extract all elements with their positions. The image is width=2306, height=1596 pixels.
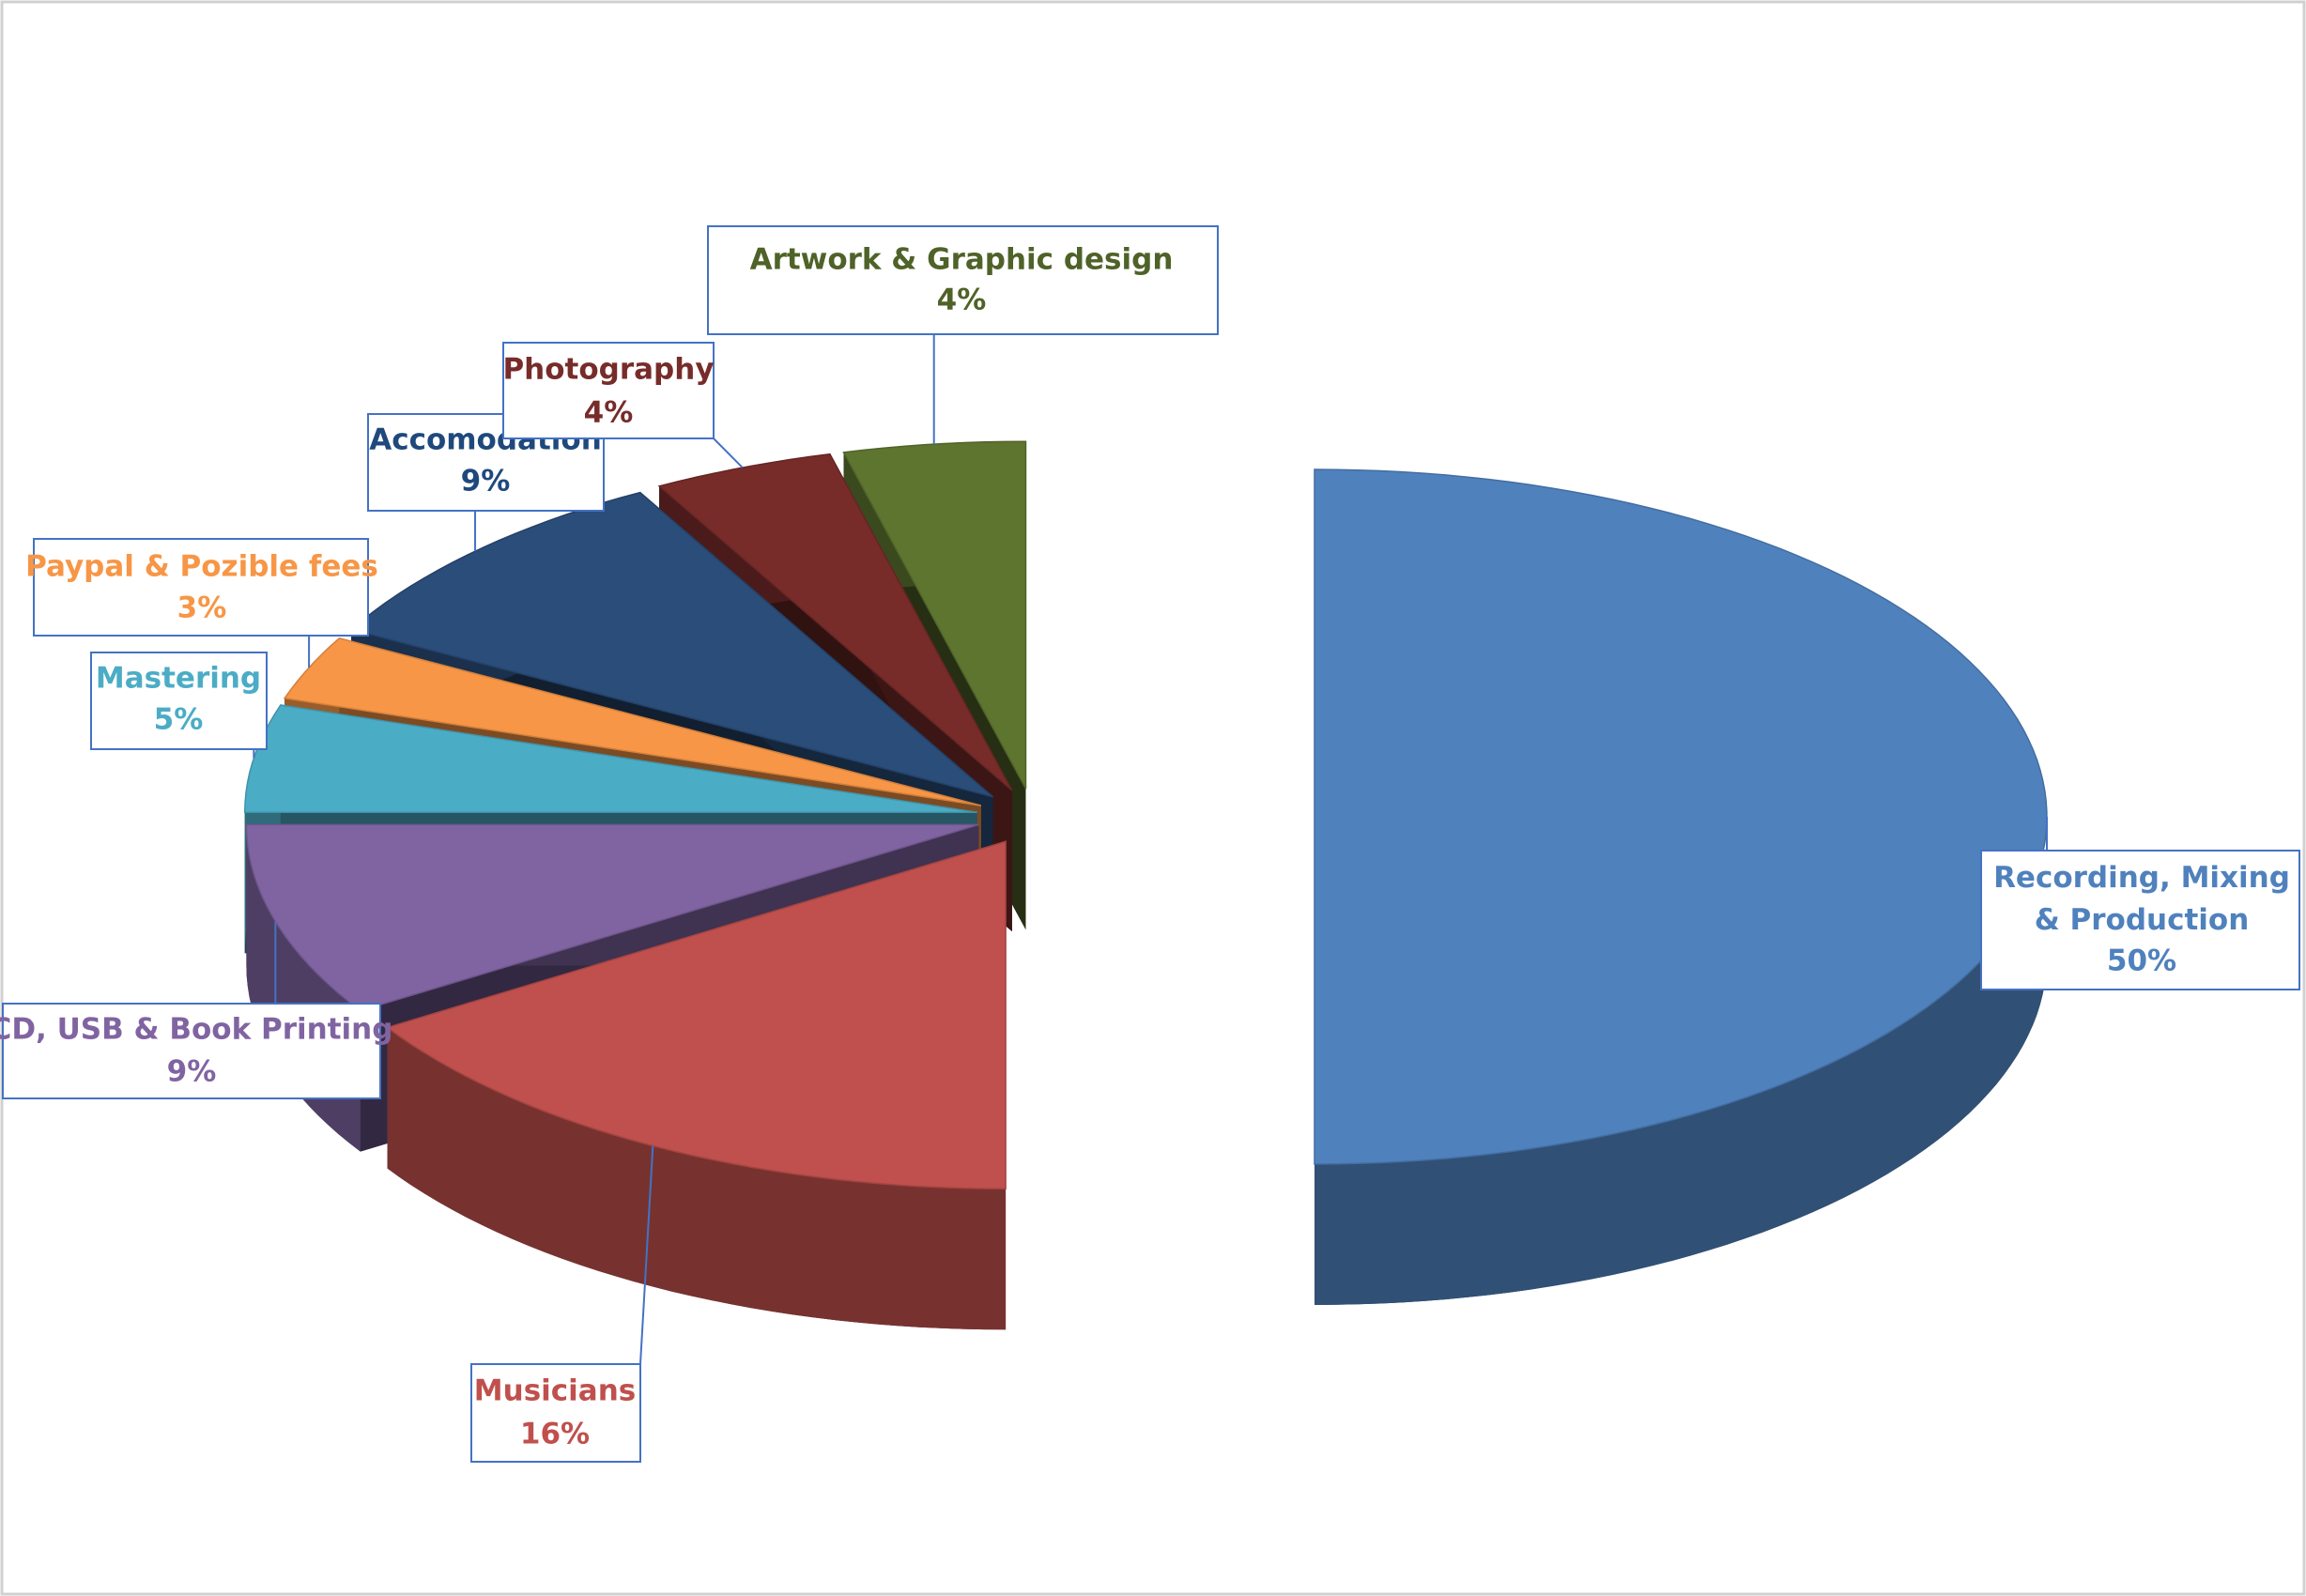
label-box (33, 538, 369, 637)
category-label: Mastering (96, 662, 261, 696)
slice (283, 637, 982, 806)
category-label: Recording, Mixing & Production (1993, 861, 2290, 937)
value-label: 5% (154, 703, 204, 737)
pie (243, 440, 2048, 1330)
label-box (502, 342, 715, 439)
value-label: 16% (520, 1418, 590, 1451)
leader-line (713, 437, 744, 468)
labels: Recording, Mixing & Production 50% Musician… (0, 225, 2300, 1463)
slice-side (387, 1027, 1007, 1330)
category-label: Musicians (474, 1374, 636, 1408)
category-line: & Production (2035, 903, 2250, 937)
value-label: 4% (584, 396, 634, 430)
value-label: 9% (167, 1055, 217, 1089)
value-label: 3% (177, 591, 227, 625)
leader-line (639, 1145, 654, 1365)
slice (243, 704, 977, 814)
label-box (1980, 850, 2300, 990)
label-box (707, 225, 1219, 335)
slice (657, 453, 1013, 791)
label-box (470, 1363, 641, 1463)
value-label: 4% (937, 284, 987, 317)
label-box (2, 1003, 381, 1099)
category-line: Recording, Mixing (1993, 861, 2290, 895)
label-box (90, 652, 268, 750)
label-box (367, 413, 605, 512)
category-label: CD, USB & Book Printing (0, 1013, 392, 1047)
category-label: Photography (502, 353, 714, 387)
category-label: Paypal & Pozible fees (25, 550, 378, 584)
slice (385, 840, 1007, 1190)
category-label: Artwork & Graphic design (750, 243, 1174, 277)
value-label: 50% (2107, 944, 2176, 978)
value-label: 9% (461, 465, 511, 499)
